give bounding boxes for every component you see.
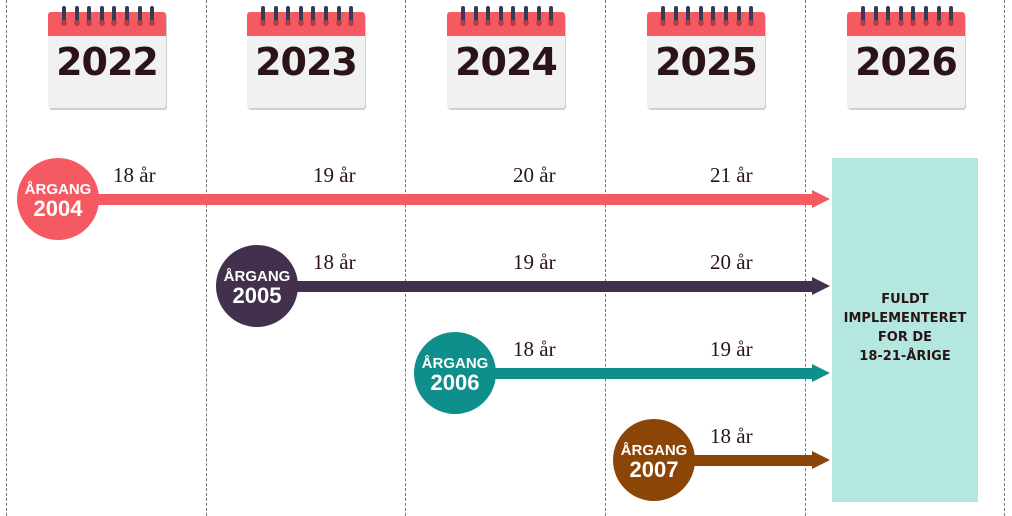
calendar-2026: 2026 — [847, 6, 965, 108]
calendar-ring-icon — [297, 6, 304, 26]
calendar-2022: 2022 — [48, 6, 166, 108]
calendar-ring-icon — [510, 6, 517, 26]
age-label: 19 år — [710, 337, 753, 361]
calendar-ring-icon — [723, 6, 729, 26]
implementation-box: FULDT IMPLEMENTERET FOR DE 18-21-ÅRIGE — [832, 158, 978, 502]
column-guide — [6, 0, 7, 516]
age-label: 18 år — [113, 163, 156, 187]
age-label: 19 år — [513, 250, 556, 274]
arrow-head-icon — [812, 277, 830, 295]
cohort-2004-arrow — [60, 190, 830, 208]
calendar-2025: 2025 — [647, 6, 765, 108]
cohort-label: ÅRGANG — [620, 442, 688, 459]
calendar-ring-icon — [98, 6, 105, 26]
calendar-ring-icon — [272, 6, 279, 26]
implementation-line: FOR DE — [877, 330, 933, 345]
calendar-ring-icon — [910, 6, 917, 26]
calendar-ring-icon — [697, 6, 704, 26]
calendar-ring-icon — [948, 6, 955, 26]
calendar-ring-icon — [136, 6, 143, 26]
calendar-year: 2025 — [655, 40, 758, 84]
calendar-ring-icon — [285, 6, 292, 26]
cohort-2004-badge: ÅRGANG 2004 — [17, 158, 99, 240]
cohort-label: ÅRGANG — [223, 268, 291, 285]
calendar-ring-icon — [735, 6, 742, 26]
arrow-head-icon — [812, 364, 830, 382]
column-guide — [405, 0, 406, 516]
calendar-ring-icon — [61, 6, 67, 26]
age-label: 20 år — [710, 250, 753, 274]
calendar-ring-icon — [748, 6, 755, 26]
age-label: 18 år — [513, 337, 556, 361]
calendar-ring-icon — [872, 6, 879, 26]
cohort-year: 2004 — [33, 196, 83, 221]
calendar-ring-icon — [860, 6, 866, 26]
calendar-year: 2024 — [455, 40, 558, 84]
cohort-2005-badge: ÅRGANG 2005 — [216, 245, 298, 327]
cohort-label: ÅRGANG — [421, 355, 489, 372]
calendar-ring-icon — [348, 6, 355, 26]
arrow-head-icon — [812, 451, 830, 469]
implementation-text: FULDT IMPLEMENTERET FOR DE 18-21-ÅRIGE — [832, 290, 978, 366]
calendar-year: 2026 — [855, 40, 958, 84]
calendar-ring-icon — [111, 6, 118, 26]
calendar-ring-icon — [897, 6, 904, 26]
calendar-ring-icon — [260, 6, 266, 26]
calendar-ring-icon — [672, 6, 679, 26]
calendar-ring-icon — [535, 6, 542, 26]
calendar-ring-icon — [523, 6, 529, 26]
calendar-ring-icon — [472, 6, 479, 26]
calendar-ring-icon — [485, 6, 492, 26]
calendar-ring-icon — [497, 6, 504, 26]
cohort-year: 2007 — [629, 457, 679, 482]
calendar-ring-icon — [923, 6, 929, 26]
calendar-ring-icon — [149, 6, 156, 26]
implementation-line: 18-21-ÅRIGE — [859, 349, 951, 364]
calendar-ring-icon — [86, 6, 93, 26]
implementation-line: FULDT — [881, 292, 929, 307]
column-guide — [605, 0, 606, 516]
implementation-line: IMPLEMENTERET — [843, 311, 967, 326]
calendar-ring-icon — [310, 6, 317, 26]
calendar-2024: 2024 — [447, 6, 565, 108]
calendar-ring-icon — [460, 6, 466, 26]
cohort-label: ÅRGANG — [24, 181, 92, 198]
calendar-ring-icon — [323, 6, 329, 26]
cohort-year: 2005 — [232, 283, 282, 308]
calendar-2023: 2023 — [247, 6, 365, 108]
cohort-2007-badge: ÅRGANG 2007 — [613, 419, 695, 501]
calendar-ring-icon — [660, 6, 666, 26]
age-label: 18 år — [710, 424, 753, 448]
calendar-ring-icon — [935, 6, 942, 26]
cohort-year: 2006 — [430, 370, 480, 395]
calendar-ring-icon — [548, 6, 555, 26]
column-guide — [1004, 0, 1005, 516]
calendar-year: 2023 — [255, 40, 358, 84]
age-label: 20 år — [513, 163, 556, 187]
cohort-2006-badge: ÅRGANG 2006 — [414, 332, 496, 414]
cohort-2005-arrow — [258, 277, 830, 295]
calendar-year: 2022 — [56, 40, 159, 84]
calendar-ring-icon — [685, 6, 692, 26]
calendar-ring-icon — [885, 6, 892, 26]
column-guide — [206, 0, 207, 516]
age-label: 18 år — [313, 250, 356, 274]
column-guide — [805, 0, 806, 516]
calendar-ring-icon — [73, 6, 80, 26]
calendar-ring-icon — [335, 6, 342, 26]
age-label: 21 år — [710, 163, 753, 187]
cohort-2007-arrow — [656, 451, 830, 469]
calendar-ring-icon — [124, 6, 130, 26]
cohort-2006-arrow — [457, 364, 830, 382]
age-label: 19 år — [313, 163, 356, 187]
arrow-head-icon — [812, 190, 830, 208]
calendar-ring-icon — [710, 6, 717, 26]
